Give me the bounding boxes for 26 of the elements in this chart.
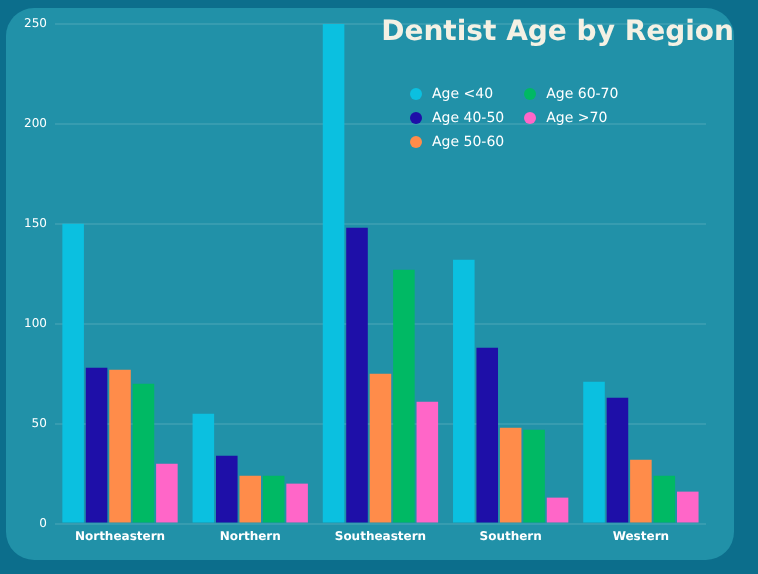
bar xyxy=(416,401,439,523)
bar xyxy=(239,475,262,523)
bar xyxy=(546,497,569,523)
bar xyxy=(85,367,108,523)
bar xyxy=(523,429,545,523)
bar xyxy=(476,347,499,523)
chart-title: Dentist Age by Region xyxy=(381,16,734,48)
bar xyxy=(453,259,475,523)
bar xyxy=(630,459,652,523)
bar xyxy=(322,24,345,523)
bar xyxy=(369,373,392,523)
bar xyxy=(156,463,178,523)
bar xyxy=(286,483,308,523)
bar xyxy=(192,413,215,523)
bar xyxy=(109,369,131,523)
bar xyxy=(583,381,605,523)
bar xyxy=(216,455,238,523)
bar xyxy=(653,475,676,523)
bar xyxy=(676,491,699,523)
bar xyxy=(262,475,285,523)
bar xyxy=(606,397,629,523)
bar xyxy=(62,223,84,523)
bar xyxy=(499,427,522,523)
bar xyxy=(132,383,155,523)
bar xyxy=(393,269,415,523)
bar xyxy=(346,227,368,523)
